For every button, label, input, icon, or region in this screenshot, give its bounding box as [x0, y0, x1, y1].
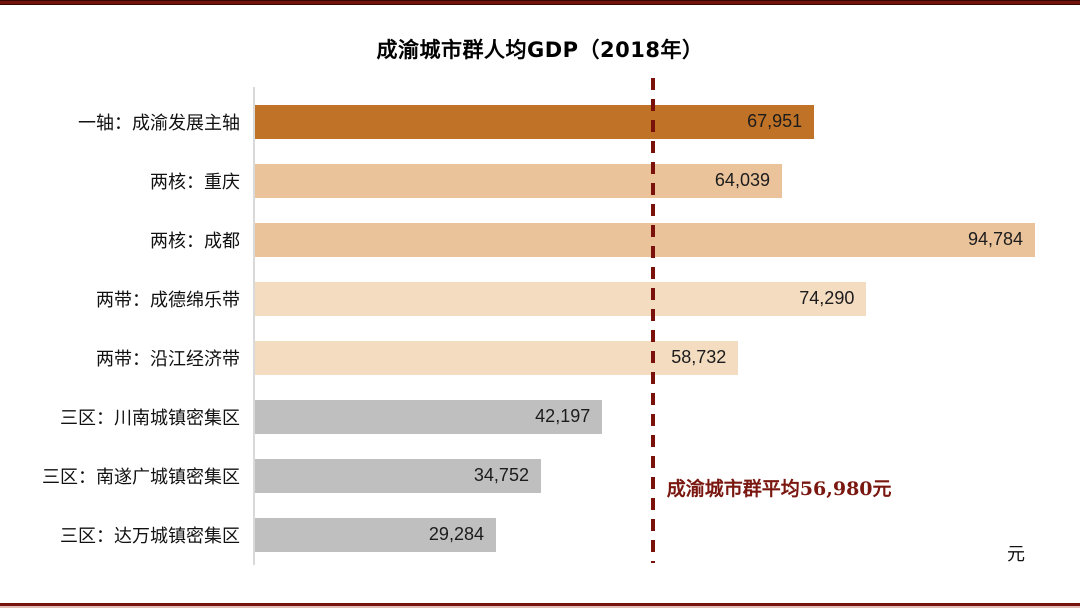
- bar-track: 74,290: [255, 281, 1035, 316]
- category-label: 两核：重庆: [150, 171, 240, 193]
- bar-value-label: 74,290: [799, 288, 855, 308]
- bar: 29,284: [255, 517, 496, 552]
- bar-track: 42,197: [255, 399, 1035, 434]
- category-label: 一轴：成渝发展主轴: [78, 112, 240, 134]
- bar-row: 两核：成都 94,784: [0, 210, 1035, 269]
- bar-value-label: 64,039: [714, 170, 770, 190]
- bar: 67,951: [255, 104, 815, 139]
- bar: 64,039: [255, 163, 782, 198]
- bar-track: 67,951: [255, 104, 1035, 139]
- bar-value-label: 42,197: [535, 406, 591, 426]
- bar-row: 三区：南遂广城镇密集区 34,752: [0, 446, 1035, 505]
- bar-row: 三区：川南城镇密集区 42,197: [0, 387, 1035, 446]
- bar-track: 94,784: [255, 222, 1035, 257]
- bar-row: 三区：达万城镇密集区 29,284: [0, 505, 1035, 564]
- bar-track: 64,039: [255, 163, 1035, 198]
- bar-rows: 一轴：成渝发展主轴 67,951 两核：重庆 64,039 两核：成都: [0, 92, 1035, 564]
- bar: 34,752: [255, 458, 541, 493]
- category-label: 三区：川南城镇密集区: [60, 407, 240, 429]
- bar-row: 两带：沿江经济带 58,732: [0, 328, 1035, 387]
- bar-track: 58,732: [255, 340, 1035, 375]
- bar-value-label: 34,752: [473, 465, 529, 485]
- bar-value-label: 58,732: [671, 347, 727, 367]
- bar: 58,732: [255, 340, 739, 375]
- bar-row: 一轴：成渝发展主轴 67,951: [0, 92, 1035, 151]
- average-line-annotation: 成渝城市群平均56,980元: [666, 478, 892, 500]
- bar-value-label: 29,284: [428, 524, 484, 544]
- bar: 74,290: [255, 281, 867, 316]
- category-label: 三区：南遂广城镇密集区: [42, 466, 240, 488]
- bottom-border-rule: [0, 603, 1080, 606]
- bar-track: 34,752: [255, 458, 1035, 493]
- bar-value-label: 67,951: [747, 111, 803, 131]
- category-label: 两带：沿江经济带: [96, 348, 240, 370]
- average-line: [650, 78, 655, 563]
- category-label: 两核：成都: [150, 230, 240, 252]
- bar-row: 两核：重庆 64,039: [0, 151, 1035, 210]
- top-border-rule: [0, 0, 1080, 5]
- chart-title: 成渝城市群人均GDP（2018年）: [376, 38, 704, 62]
- bar: 42,197: [255, 399, 603, 434]
- bar-chart: 一轴：成渝发展主轴 67,951 两核：重庆 64,039 两核：成都: [0, 78, 1035, 565]
- category-label: 两带：成德绵乐带: [96, 289, 240, 311]
- y-axis-line: [253, 87, 255, 565]
- unit-label: 元: [1007, 544, 1025, 565]
- category-label: 三区：达万城镇密集区: [60, 525, 240, 547]
- bar-row: 两带：成德绵乐带 74,290: [0, 269, 1035, 328]
- bar-value-label: 94,784: [967, 229, 1023, 249]
- bottom-border-accent-rule: [0, 606, 1080, 608]
- bar: 94,784: [255, 222, 1035, 257]
- bar-track: 29,284: [255, 517, 1035, 552]
